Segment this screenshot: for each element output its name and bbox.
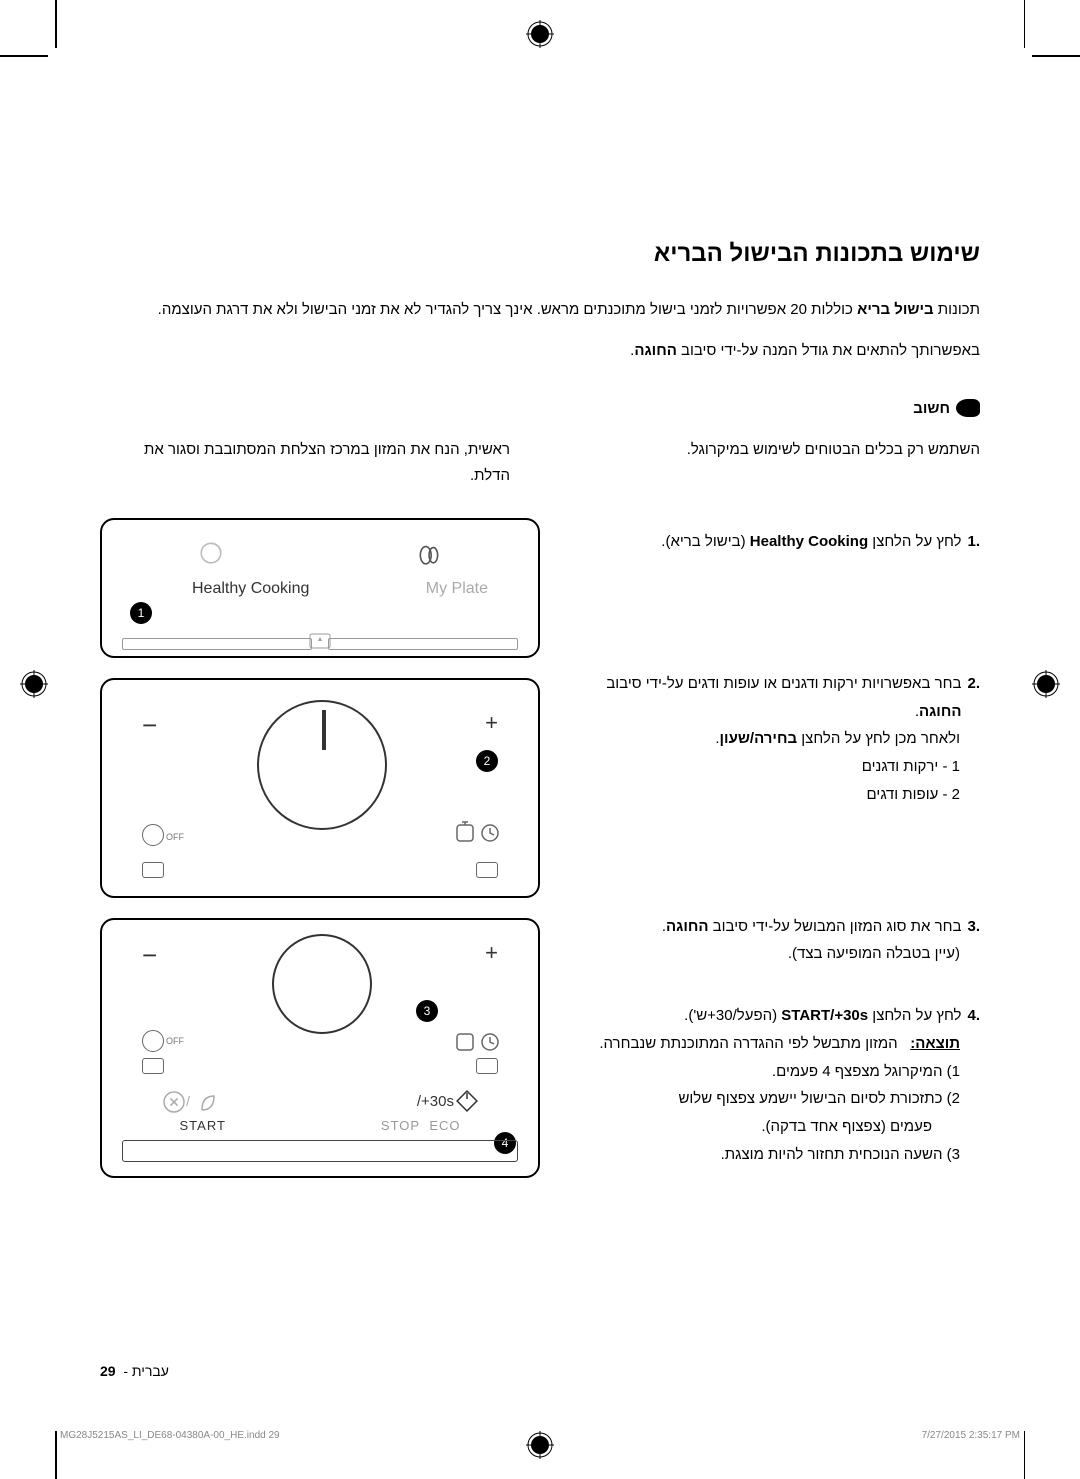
my-plate-icon — [198, 540, 224, 566]
callout-badge: 2 — [476, 750, 498, 772]
footer-timestamp: 7/27/2015 2:35:17 PM — [922, 1430, 1020, 1441]
step-number: .1 — [967, 528, 980, 556]
select-clock-icon — [456, 821, 500, 848]
plus-icon: + — [485, 940, 498, 966]
text: כוללות 20 אפשרויות לזמני בישול מתוכנתים … — [158, 301, 857, 318]
footer-indd: MG28J5215AS_LI_DE68-04380A-00_HE.indd 29 — [60, 1430, 280, 1441]
button-bar-icon — [122, 638, 312, 650]
display-rect-icon — [122, 1140, 518, 1162]
text-bold: בישול בריא — [857, 301, 933, 318]
control-panel-figure-3: − + 3 OFF / — [100, 918, 540, 1178]
important-label: חשוב — [913, 400, 950, 417]
button-box-icon — [142, 862, 164, 878]
stop-eco-icon: / — [162, 1090, 222, 1119]
minus-icon: − — [142, 710, 157, 741]
step-text: לחץ על הלחצן START/+30s (הפעל/30+ש'). — [580, 1002, 961, 1030]
start-diamond-icon — [456, 1090, 478, 1112]
text-bold: START/+30s — [781, 1007, 868, 1024]
control-panel-figure-1: Healthy Cooking My Plate 1 — [100, 518, 540, 658]
important-heading: חשוב — [100, 399, 980, 417]
safety-col-left: ראשית, הנח את המזון במרכז הצלחת המסתובבת… — [100, 437, 510, 488]
text: לחץ על הלחצן — [868, 1007, 961, 1024]
step-number: .4 — [967, 1002, 980, 1030]
off-icon — [142, 824, 164, 846]
text: (הפעל/30+ש'). — [684, 1007, 781, 1024]
intro-paragraph-1: תכונות בישול בריא כוללות 20 אפשרויות לזמ… — [100, 296, 980, 325]
text: ולאחר מכן לחץ על הלחצן — [797, 730, 960, 747]
intro-paragraph-2: באפשרותך להתאים את גודל המנה על-ידי סיבו… — [100, 337, 980, 366]
safety-columns: השתמש רק בכלים הבטוחים לשימוש במיקרוגל. … — [100, 437, 980, 488]
button-box-icon — [476, 862, 498, 878]
eco-label: ECO — [429, 1118, 460, 1133]
plus30s-label: /+30s — [417, 1093, 454, 1110]
start-stop-row: STOP ECO START — [102, 1118, 538, 1133]
result-item: 3) השעה הנוכחית תחזור להיות מוצגת. — [580, 1141, 980, 1169]
dial-icon — [272, 934, 372, 1034]
control-panel-figure-2: − + 2 OFF — [100, 678, 540, 898]
text-bold: החוגה — [919, 703, 962, 720]
pointing-hand-icon — [956, 399, 980, 417]
text: תכונות — [934, 301, 980, 318]
text-bold: החוגה — [634, 342, 677, 359]
plus-icon: + — [485, 710, 498, 736]
text: בחר באפשרויות ירקות ודגנים או עופות ודגי… — [606, 675, 961, 692]
result-label: תוצאה: — [910, 1035, 960, 1052]
step-option: 2 - עופות ודגים — [580, 781, 980, 809]
stop-label: STOP — [381, 1118, 420, 1133]
figures-column: Healthy Cooking My Plate 1 − + 2 OFF — [100, 518, 540, 1178]
healthy-cooking-icon — [416, 540, 442, 566]
step-number: .3 — [967, 913, 980, 941]
off-icon — [142, 1030, 164, 1052]
button-box-icon — [142, 1058, 164, 1074]
step-text: בחר את סוג המזון המבושל על-ידי סיבוב החו… — [580, 913, 961, 941]
dial-icon — [257, 700, 387, 830]
result-item: 1) המיקרוגל מצפצף 4 פעמים. — [580, 1058, 980, 1086]
stop-eco-label: STOP ECO — [381, 1118, 461, 1133]
result-line: תוצאה: המזון מתבשל לפי ההגדרה המתוכנתת ש… — [580, 1030, 980, 1058]
minus-icon: − — [142, 940, 157, 971]
step-3: .3 בחר את סוג המזון המבושל על-ידי סיבוב … — [580, 913, 980, 969]
callout-badge: 1 — [130, 602, 152, 624]
dial-pointer-icon — [322, 710, 326, 750]
page-title: שימוש בתכונות הבישול הבריא — [100, 240, 980, 268]
step-text: לחץ על הלחצן Healthy Cooking (בישול בריא… — [580, 528, 961, 556]
favorite-icon — [309, 633, 331, 654]
step-option: 1 - ירקות ודגנים — [580, 753, 980, 781]
select-clock-icon — [456, 1030, 500, 1057]
page-number: 29 עברית - 29עברית - — [100, 1363, 169, 1379]
text: באפשרותך להתאים את גודל המנה על-ידי סיבו… — [677, 342, 980, 359]
step-2: .2 בחר באפשרויות ירקות ודגנים או עופות ו… — [580, 670, 980, 809]
text-bold: החוגה — [666, 918, 709, 935]
my-plate-label: My Plate — [426, 580, 488, 598]
text: לחץ על הלחצן — [868, 533, 961, 550]
off-label: OFF — [166, 1036, 184, 1046]
text: בחר את סוג המזון המבושל על-ידי סיבוב — [709, 918, 962, 935]
callout-badge: 3 — [416, 1000, 438, 1022]
safety-col-right: השתמש רק בכלים הבטוחים לשימוש במיקרוגל. — [570, 437, 980, 488]
step-4: .4 לחץ על הלחצן START/+30s (הפעל/30+ש').… — [580, 1002, 980, 1169]
start-label: START — [180, 1118, 226, 1133]
start-icon-group: /+30s — [417, 1090, 478, 1112]
step-subtext: ולאחר מכן לחץ על הלחצן בחירה/שעון. — [580, 725, 980, 753]
healthy-cooking-label: Healthy Cooking — [192, 580, 309, 598]
button-box-icon — [476, 1058, 498, 1074]
page-content: שימוש בתכונות הבישול הבריא תכונות בישול … — [0, 0, 1080, 1479]
step-subtext: (עיין בטבלה המופיעה בצד). — [580, 940, 980, 968]
step-number: .2 — [967, 670, 980, 726]
svg-text:/: / — [186, 1093, 190, 1109]
step-text: בחר באפשרויות ירקות ודגנים או עופות ודגי… — [580, 670, 961, 726]
text-bold: בחירה/שעון — [720, 730, 798, 747]
text: (בישול בריא). — [661, 533, 749, 550]
steps-column: .1 לחץ על הלחצן Healthy Cooking (בישול ב… — [580, 518, 980, 1178]
off-label: OFF — [166, 832, 184, 842]
button-bar-icon — [328, 638, 518, 650]
main-content: .1 לחץ על הלחצן Healthy Cooking (בישול ב… — [100, 518, 980, 1178]
result-item-cont: פעמים (צפצוף אחד בדקה). — [580, 1113, 980, 1141]
result-text: המזון מתבשל לפי ההגדרה המתוכנתת שנבחרה. — [599, 1035, 897, 1052]
step-1: .1 לחץ על הלחצן Healthy Cooking (בישול ב… — [580, 528, 980, 556]
icon-row — [102, 540, 538, 566]
text-bold: Healthy Cooking — [750, 533, 868, 550]
result-item: 2) כתזכורת לסיום הבישול יישמע צפצוף שלוש — [580, 1085, 980, 1113]
